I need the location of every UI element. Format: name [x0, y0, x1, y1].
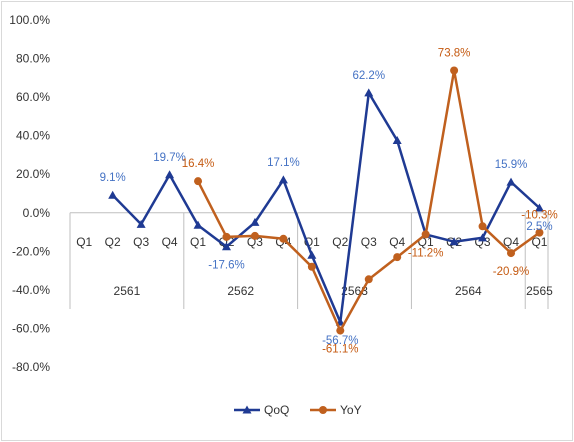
x-tick-label: Q3 — [247, 235, 263, 249]
x-group-label: 2564 — [455, 284, 482, 298]
y-tick-label: 0.0% — [23, 206, 51, 220]
data-point-yoy — [336, 326, 345, 335]
data-point-yoy — [478, 222, 487, 231]
y-tick-label: -80.0% — [12, 360, 50, 374]
legend-item-yoy[interactable]: YoY — [310, 403, 362, 417]
legend-item-qoq[interactable]: QoQ — [234, 403, 289, 417]
data-label-yoy: -61.1% — [322, 344, 358, 356]
data-point-yoy — [250, 231, 259, 240]
y-tick-label: 20.0% — [16, 167, 50, 181]
data-label-qoq: 2.5% — [526, 221, 552, 233]
y-tick-label: 60.0% — [16, 90, 50, 104]
y-tick-label: 100.0% — [9, 13, 50, 27]
x-tick-label: Q4 — [503, 235, 519, 249]
data-label-qoq: -17.6% — [208, 260, 244, 272]
data-point-yoy — [222, 232, 231, 241]
data-label-yoy: 16.4% — [182, 158, 215, 170]
x-group-label: 2561 — [114, 284, 141, 298]
data-label-yoy: 73.8% — [438, 48, 471, 60]
data-label-qoq: 62.2% — [352, 70, 385, 82]
data-label-yoy: -11.2% — [408, 247, 444, 259]
data-label-qoq: 15.9% — [495, 159, 528, 171]
series-line-qoq — [111, 91, 541, 324]
data-point-qoq — [278, 175, 288, 184]
legend-label: YoY — [340, 403, 362, 417]
data-point-qoq — [392, 135, 402, 144]
y-tick-label: 80.0% — [16, 52, 50, 66]
x-tick-label: Q3 — [361, 235, 377, 249]
x-group-label: 2562 — [227, 284, 254, 298]
x-tick-label: Q4 — [162, 235, 178, 249]
data-label-qoq: -56.7% — [322, 335, 358, 347]
data-point-yoy — [279, 234, 288, 243]
x-tick-label: Q1 — [190, 235, 206, 249]
data-point-yoy — [421, 230, 430, 239]
legend-marker — [319, 406, 327, 414]
data-label-qoq: 9.1% — [100, 172, 126, 184]
data-point-qoq — [165, 170, 175, 179]
data-label-qoq: 19.7% — [153, 152, 186, 164]
data-point-yoy — [393, 253, 402, 262]
data-point-yoy — [507, 249, 516, 258]
y-tick-label: -40.0% — [12, 283, 50, 297]
x-tick-label: Q1 — [76, 235, 92, 249]
data-point-qoq — [506, 177, 516, 186]
legend-label: QoQ — [264, 403, 289, 417]
data-point-qoq — [364, 88, 374, 97]
data-point-qoq — [478, 233, 488, 242]
data-point-yoy — [535, 228, 544, 237]
x-tick-label: Q1 — [531, 235, 547, 249]
data-point-qoq — [193, 220, 203, 229]
data-point-qoq — [449, 237, 459, 246]
data-label-yoy: -20.9% — [493, 266, 529, 278]
y-tick-label: -60.0% — [12, 321, 50, 335]
data-point-yoy — [307, 262, 316, 271]
x-tick-label: Q3 — [133, 235, 149, 249]
legend-marker — [242, 405, 252, 414]
data-label-yoy: -10.3% — [521, 210, 557, 222]
data-point-qoq — [534, 203, 544, 212]
y-tick-label: 40.0% — [16, 129, 50, 143]
x-tick-label: Q4 — [389, 235, 405, 249]
data-point-qoq — [307, 250, 317, 259]
data-point-yoy — [194, 177, 203, 186]
data-point-yoy — [364, 275, 373, 284]
data-label-qoq: 17.1% — [267, 157, 300, 169]
data-point-qoq — [108, 190, 118, 199]
y-tick-label: -20.0% — [12, 244, 50, 258]
data-point-qoq — [250, 217, 260, 226]
x-tick-label: Q2 — [332, 235, 348, 249]
data-point-qoq — [136, 219, 146, 228]
data-point-qoq — [221, 242, 231, 251]
x-tick-label: Q2 — [105, 235, 121, 249]
data-point-yoy — [450, 66, 459, 75]
x-group-label: 2565 — [526, 284, 553, 298]
